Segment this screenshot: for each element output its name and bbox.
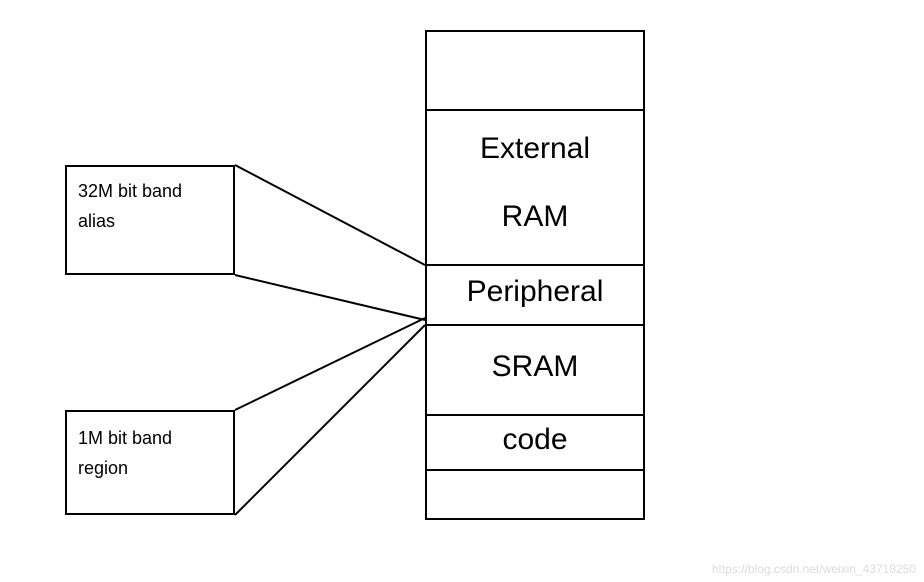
watermark: https://blog.csdn.net/weixin_43718250	[712, 562, 916, 576]
connector-1	[235, 165, 425, 265]
text-code: code	[425, 423, 645, 457]
text-external-1: External	[425, 132, 645, 166]
alias-label-line2: alias	[78, 208, 115, 235]
connector-2	[235, 275, 425, 320]
region-label-line2: region	[78, 455, 128, 482]
text-peripheral: Peripheral	[425, 275, 645, 309]
connector-3	[235, 318, 425, 410]
text-sram: SRAM	[425, 350, 645, 384]
alias-label-line1: 32M bit band	[78, 178, 182, 205]
connector-4	[235, 325, 425, 515]
text-external-2: RAM	[425, 200, 645, 234]
region-label-line1: 1M bit band	[78, 425, 172, 452]
